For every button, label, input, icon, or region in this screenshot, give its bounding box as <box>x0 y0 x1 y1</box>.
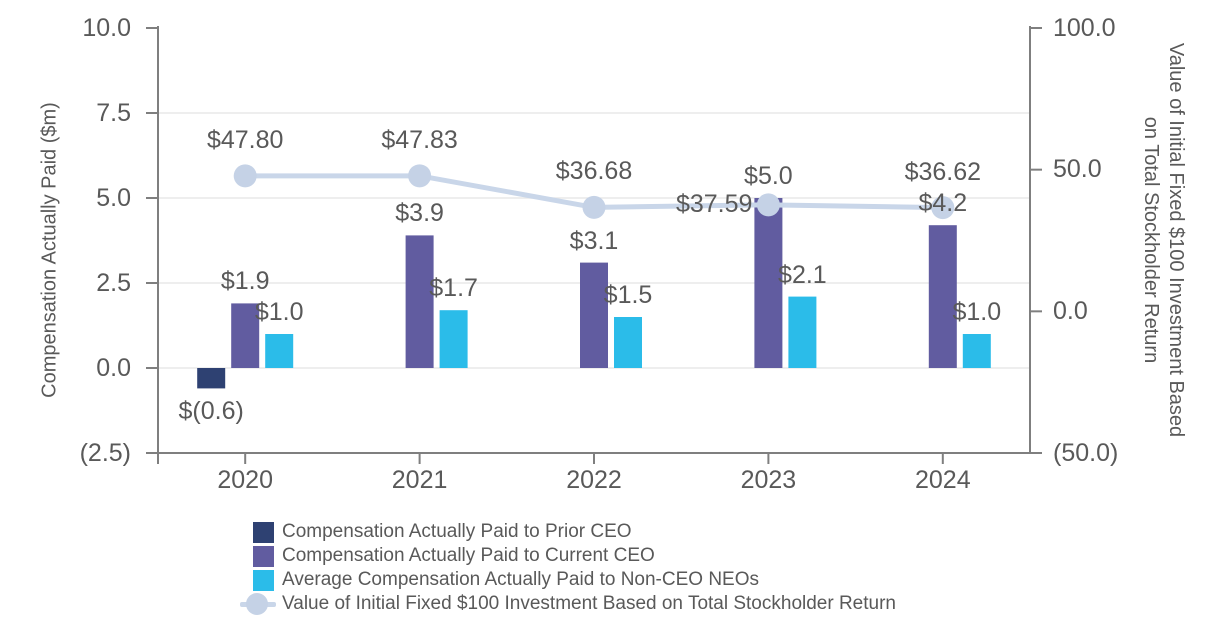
legend-item-label: Average Compensation Actually Paid to No… <box>282 569 759 590</box>
tsr-line-marker <box>756 193 780 217</box>
legend-item-label: Value of Initial Fixed $100 Investment B… <box>282 593 896 614</box>
bar <box>928 225 957 368</box>
tsr-line-marker <box>931 196 955 220</box>
bar <box>265 334 294 368</box>
bar <box>962 334 991 368</box>
legend-item: Value of Initial Fixed $100 Investment B… <box>240 592 896 616</box>
tsr-line-marker <box>582 195 606 219</box>
legend: Compensation Actually Paid to Prior CEO C… <box>240 520 896 616</box>
tsr-line-marker <box>233 164 257 188</box>
legend-item: Compensation Actually Paid to Prior CEO <box>240 520 896 544</box>
tsr-line-marker <box>408 164 432 188</box>
legend-color-square <box>253 545 274 567</box>
legend-item-label: Compensation Actually Paid to Prior CEO <box>282 521 632 542</box>
bar <box>439 310 468 368</box>
legend-square-swatch <box>240 544 282 568</box>
legend-color-square <box>253 569 274 591</box>
bar <box>197 368 226 389</box>
legend-marker-icon <box>246 593 268 615</box>
right-axis-title-line1: Value of Initial Fixed $100 Investment B… <box>1165 42 1187 438</box>
bar <box>788 296 817 368</box>
legend-color-square <box>253 521 274 543</box>
bar <box>231 303 260 368</box>
legend-item-label: Compensation Actually Paid to Current CE… <box>282 545 655 566</box>
bar <box>580 262 608 368</box>
bar <box>614 317 642 368</box>
legend-square-swatch <box>240 520 282 544</box>
left-axis-title: Compensation Actually Paid ($m) <box>38 102 61 398</box>
right-axis-title-line2: on Total Stockholder Return <box>1140 116 1162 364</box>
bar <box>754 198 783 368</box>
legend-item: Average Compensation Actually Paid to No… <box>240 568 896 592</box>
right-axis-title: Value of Initial Fixed $100 Investment B… <box>1138 43 1188 437</box>
bar <box>405 235 434 368</box>
legend-line-marker-swatch <box>240 592 282 616</box>
legend-square-swatch <box>240 568 282 592</box>
legend-item: Compensation Actually Paid to Current CE… <box>240 544 896 568</box>
